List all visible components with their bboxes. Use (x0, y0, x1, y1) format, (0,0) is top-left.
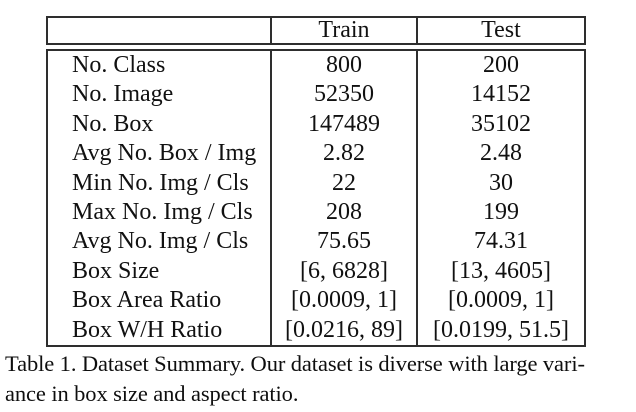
table-caption: Table 1. Dataset Summary. Our dataset is… (5, 349, 635, 409)
row-test-value: 14152 (416, 80, 584, 110)
row-label: No. Class (72, 52, 166, 78)
row-label: No. Image (72, 81, 174, 108)
table-body: No. Class 800 200 No. Image 52350 14152 … (46, 49, 586, 347)
row-label: Max No. Img / Cls (72, 198, 253, 225)
table-header-row: Train Test (46, 16, 586, 45)
row-train-value: [6, 6828] (270, 256, 416, 287)
row-train-value: 147489 (270, 109, 416, 140)
row-test-value: [13, 4605] (416, 256, 584, 287)
row-test-value: 35102 (416, 109, 584, 140)
row-train-value: 75.65 (270, 227, 416, 257)
row-label: Box W/H Ratio (72, 316, 223, 343)
row-label: No. Box (72, 110, 154, 137)
row-test-value: [0.0199, 51.5] (416, 315, 584, 345)
row-train-value: 800 (270, 51, 416, 81)
row-train-value: 52350 (270, 80, 416, 110)
row-label: Avg No. Img / Cls (72, 228, 249, 255)
dataset-summary-table: Train Test No. Class 800 200 No. Image 5… (46, 16, 586, 347)
row-test-value: 200 (416, 51, 584, 81)
row-label: Box Size (72, 257, 160, 284)
row-train-value: [0.0216, 89] (270, 315, 416, 345)
row-test-value: 2.48 (416, 139, 584, 169)
row-train-value: 208 (270, 197, 416, 228)
row-label: Min No. Img / Cls (72, 169, 249, 196)
caption-line-2: ance in box size and aspect ratio. (5, 381, 299, 406)
row-train-value: 2.82 (270, 139, 416, 169)
row-test-value: 30 (416, 168, 584, 198)
row-label: Avg No. Box / Img (72, 140, 257, 167)
header-test: Test (416, 18, 584, 43)
header-empty-cell (48, 18, 270, 43)
header-train: Train (270, 18, 416, 43)
row-test-value: 74.31 (416, 227, 584, 257)
row-train-value: 22 (270, 168, 416, 198)
caption-line-1: Table 1. Dataset Summary. Our dataset is… (5, 351, 585, 376)
row-test-value: [0.0009, 1] (416, 286, 584, 316)
row-test-value: 199 (416, 197, 584, 228)
row-label: Box Area Ratio (72, 287, 222, 314)
row-train-value: [0.0009, 1] (270, 286, 416, 316)
